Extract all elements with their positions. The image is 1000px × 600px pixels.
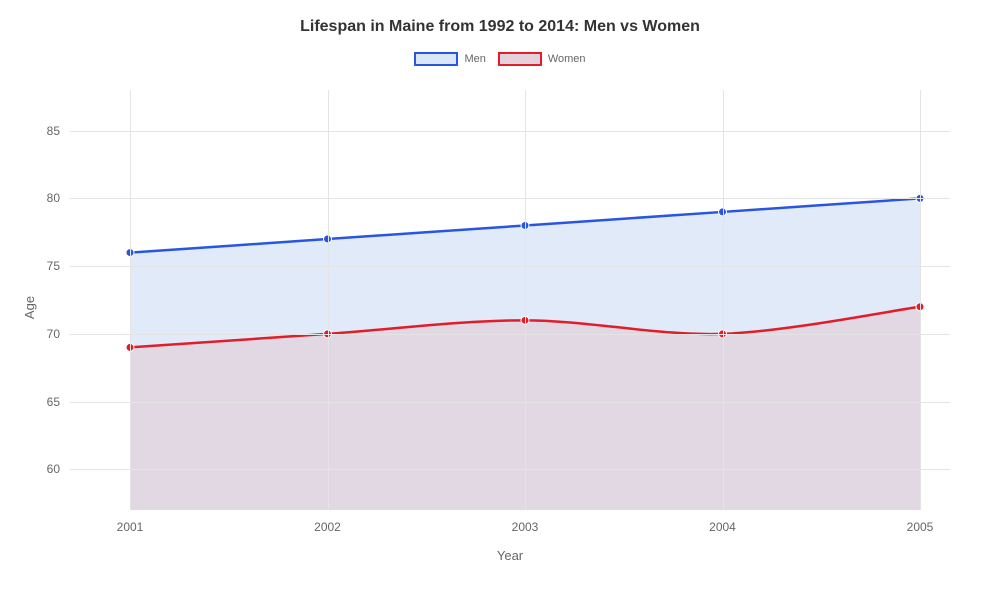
y-tick-label: 65	[47, 395, 70, 409]
y-tick-label: 80	[47, 191, 70, 205]
x-axis-title: Year	[497, 548, 523, 563]
y-tick-label: 60	[47, 462, 70, 476]
x-tick-label: 2002	[314, 510, 341, 534]
legend-item-women[interactable]: Women	[498, 52, 586, 66]
x-tick-label: 2005	[907, 510, 934, 534]
grid-line-v	[723, 90, 724, 510]
chart-title: Lifespan in Maine from 1992 to 2014: Men…	[0, 0, 1000, 36]
y-axis-title: Age	[22, 296, 37, 319]
x-tick-label: 2001	[117, 510, 144, 534]
legend-swatch-women	[498, 52, 542, 66]
y-tick-label: 75	[47, 259, 70, 273]
legend-label-women: Women	[548, 53, 586, 65]
grid-line-h	[70, 266, 950, 267]
x-tick-label: 2004	[709, 510, 736, 534]
grid-line-v	[328, 90, 329, 510]
chart-container: Lifespan in Maine from 1992 to 2014: Men…	[0, 0, 1000, 600]
grid-line-h	[70, 469, 950, 470]
plot-area: 60657075808520012002200320042005	[70, 90, 950, 510]
legend-label-men: Men	[464, 53, 485, 65]
legend-swatch-men	[414, 52, 458, 66]
grid-line-v	[525, 90, 526, 510]
legend-item-men[interactable]: Men	[414, 52, 485, 66]
legend: Men Women	[0, 52, 1000, 66]
grid-line-h	[70, 402, 950, 403]
grid-line-h	[70, 334, 950, 335]
grid-line-v	[920, 90, 921, 510]
y-tick-label: 85	[47, 124, 70, 138]
grid-line-h	[70, 131, 950, 132]
grid-line-h	[70, 198, 950, 199]
y-tick-label: 70	[47, 327, 70, 341]
grid-line-v	[130, 90, 131, 510]
series-svg	[70, 90, 950, 510]
x-tick-label: 2003	[512, 510, 539, 534]
